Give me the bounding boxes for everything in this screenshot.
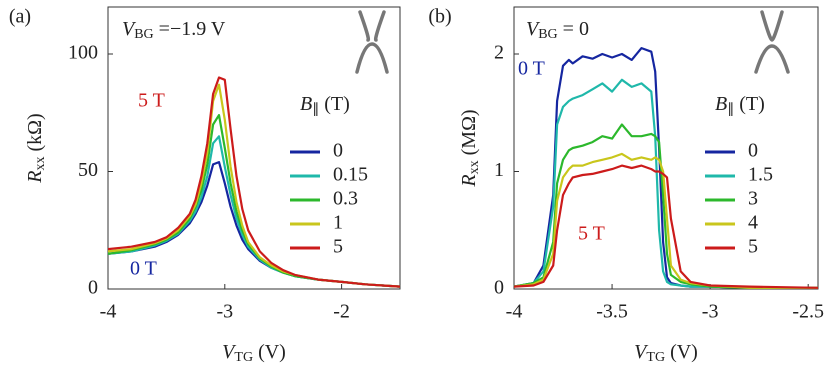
subscript: xx — [467, 160, 482, 174]
x-tick-label: -3.5 — [596, 301, 628, 323]
x-tick-label: -2 — [333, 301, 350, 323]
y-axis-label: Rxx (MΩ) — [458, 109, 483, 187]
subscript: BG — [538, 27, 557, 42]
legend-label: 3 — [748, 188, 758, 210]
curve-label: 0 T — [518, 58, 545, 80]
curve-label: 5 T — [138, 90, 165, 112]
x-tick-label: -2.5 — [792, 301, 824, 323]
legend-title: B∥ (T) — [715, 93, 765, 118]
legend-label: 5 — [748, 236, 758, 258]
text-rest: (T) — [319, 93, 350, 115]
legend-label: 0 — [748, 140, 758, 162]
y-tick-label: 0 — [88, 277, 98, 299]
text-rest: =−1.9 V — [154, 18, 226, 40]
curve-label: 0 T — [130, 258, 157, 280]
y-tick-label: 50 — [78, 159, 98, 181]
italic-part: B — [715, 93, 727, 115]
legend-title: B∥ (T) — [300, 93, 350, 118]
italic-part: V — [122, 18, 137, 40]
legend-label: 4 — [748, 212, 758, 234]
text-rest: = 0 — [558, 18, 589, 40]
plot-box — [107, 6, 401, 290]
panel-label: (a) — [9, 6, 31, 28]
italic-part: R — [458, 174, 480, 187]
series-line — [513, 78, 818, 289]
annotation: VBG =−1.9 V — [122, 18, 226, 43]
panel-label: (b) — [428, 6, 451, 28]
band-icon — [355, 10, 389, 74]
legend-label: 1.5 — [748, 164, 773, 186]
x-axis-label: VTG (V) — [222, 341, 286, 366]
x-axis-label: VTG (V) — [634, 341, 698, 366]
subscript: ∥ — [727, 102, 734, 117]
series-line — [513, 164, 819, 289]
legend-label: 1 — [333, 212, 343, 234]
text-rest: (V) — [253, 341, 286, 363]
italic-part: V — [222, 341, 237, 363]
x-tick-label: -4 — [100, 301, 117, 323]
series-line — [107, 76, 401, 288]
series-line — [513, 123, 818, 289]
subscript: ∥ — [312, 102, 319, 117]
y-tick-label: 2 — [494, 42, 504, 64]
text-rest: (V) — [665, 341, 698, 363]
band-icon — [754, 10, 790, 74]
x-tick-label: -4 — [506, 301, 523, 323]
text-rest: (kΩ) — [24, 113, 46, 156]
curve-label: 5 T — [578, 223, 605, 245]
legend-label: 0.15 — [333, 164, 368, 186]
italic-part: V — [526, 18, 541, 40]
subscript: TG — [646, 350, 665, 365]
x-tick-label: -3 — [702, 301, 719, 323]
plot-box — [513, 6, 819, 290]
italic-part: V — [634, 341, 649, 363]
annotation: VBG = 0 — [526, 18, 589, 43]
y-tick-label: 1 — [494, 159, 504, 181]
y-tick-label: 0 — [494, 277, 504, 299]
subscript: xx — [33, 156, 48, 170]
text-rest: (T) — [734, 93, 765, 115]
italic-part: B — [300, 93, 312, 115]
y-axis-label: Rxx (kΩ) — [24, 113, 49, 183]
text-rest: (MΩ) — [458, 109, 480, 160]
x-tick-label: -3 — [216, 301, 233, 323]
y-tick-label: 100 — [68, 42, 98, 64]
series-line — [513, 152, 818, 289]
legend-label: 5 — [333, 236, 343, 258]
italic-part: R — [24, 170, 46, 183]
legend-label: 0 — [333, 140, 343, 162]
legend-label: 0.3 — [333, 188, 358, 210]
subscript: TG — [234, 350, 253, 365]
subscript: BG — [134, 27, 153, 42]
